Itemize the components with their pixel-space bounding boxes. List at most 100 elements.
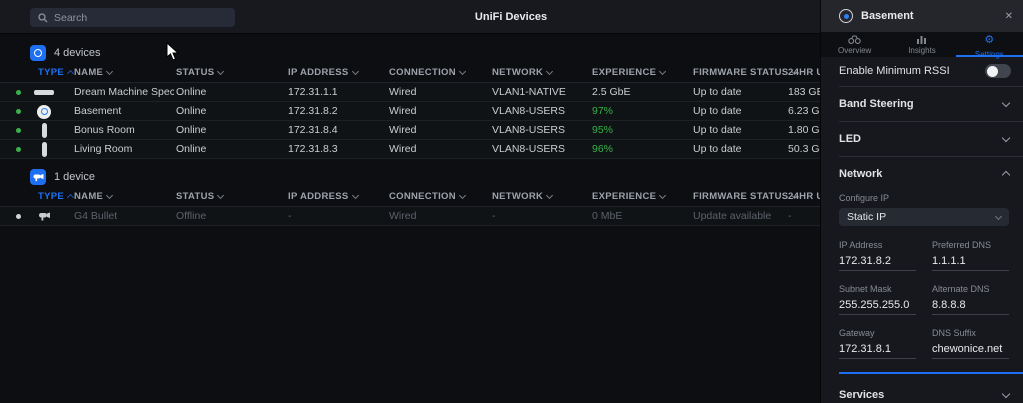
device-type-icon (32, 140, 56, 159)
band-steering-label: Band Steering (839, 98, 914, 110)
tab-label: Overview (837, 45, 872, 55)
gear-icon: ⚙ (984, 34, 995, 46)
chevron-down-icon (659, 67, 667, 76)
device-connection: Wired (389, 105, 417, 117)
tab-overview[interactable]: Overview (821, 32, 888, 57)
divider (839, 121, 1023, 122)
field-subnet-mask: Subnet Mask 255.255.255.0 (839, 284, 916, 315)
device-connection: Wired (389, 124, 417, 136)
search-input[interactable]: Search (30, 8, 235, 27)
device-network: VLAN8-USERS (492, 143, 565, 155)
chevron-down-icon (106, 67, 114, 76)
chevron-down-icon (106, 191, 114, 200)
column-header-ip-address[interactable]: IP ADDRESS (288, 67, 359, 78)
configure-ip-label: Configure IP (839, 193, 890, 203)
section-band-steering[interactable]: Band Steering (821, 87, 1023, 121)
device-status: Online (176, 86, 207, 98)
bar-chart-icon (916, 35, 927, 44)
device-ip: 172.31.8.4 (288, 124, 338, 136)
column-header-connection[interactable]: CONNECTION (389, 67, 466, 78)
sort-asc-icon (66, 69, 75, 78)
column-header-type[interactable]: TYPE (38, 67, 75, 78)
network-section-body: Configure IP Static IP IP Address 172.31.… (821, 191, 1023, 359)
device-ip: 172.31.8.2 (288, 105, 338, 117)
field-value[interactable]: 1.1.1.1 (932, 255, 1009, 271)
column-header-experience[interactable]: EXPERIENCE (592, 67, 667, 78)
column-header-status[interactable]: STATUS (176, 191, 225, 202)
field-alternate-dns: Alternate DNS 8.8.8.8 (932, 284, 1009, 315)
column-header-ip-address[interactable]: IP ADDRESS (288, 191, 359, 202)
device-status: Online (176, 105, 207, 117)
column-header-firmware-status[interactable]: FIRMWARE STATUS (693, 67, 799, 78)
column-header-24hr-usage[interactable]: 24HR USAGE (788, 67, 820, 78)
device-connection: Wired (389, 86, 417, 98)
device-experience: 95% (592, 124, 614, 136)
chevron-down-icon (458, 67, 466, 76)
column-header-type[interactable]: TYPE (38, 191, 75, 202)
device-name: Dream Machine Special E... (74, 86, 174, 98)
field-label: Alternate DNS (932, 284, 990, 294)
column-header-status[interactable]: STATUS (176, 67, 225, 78)
device-type-icon (32, 102, 56, 121)
device-experience: 97% (592, 105, 614, 117)
chevron-up-icon (1001, 170, 1011, 180)
device-firmware-status: Up to date (693, 124, 742, 136)
field-label: IP Address (839, 240, 883, 250)
field-value[interactable]: 8.8.8.8 (932, 299, 1009, 315)
status-dot (16, 207, 26, 226)
section-network[interactable]: Network (821, 157, 1023, 191)
column-header-24hr-usage[interactable]: 24HR USAGE (788, 191, 820, 202)
services-label: Services (839, 389, 885, 401)
device-24hr-usage: 1.80 GB (788, 124, 820, 136)
column-header-network[interactable]: NETWORK (492, 67, 554, 78)
field-value[interactable]: 172.31.8.2 (839, 255, 916, 271)
panel-header: Basement ✕ (821, 0, 1023, 32)
section-led[interactable]: LED (821, 122, 1023, 156)
device-type-icon (32, 83, 56, 102)
device-name: G4 Bullet (74, 210, 118, 222)
configure-ip-select[interactable]: Static IP (839, 208, 1009, 226)
status-dot (16, 102, 26, 121)
field-value[interactable]: chewonice.net (932, 343, 1009, 359)
field-value[interactable]: 172.31.8.1 (839, 343, 916, 359)
device-row-g4-bullet[interactable]: G4 Bullet Offline - Wired - 0 MbE Update avail… (0, 207, 820, 226)
device-network: VLAN1-NATIVE (492, 86, 566, 98)
column-header-experience[interactable]: EXPERIENCE (592, 191, 667, 202)
min-rssi-row: Enable Minimum RSSI (821, 57, 1023, 86)
column-header-firmware-status[interactable]: FIRMWARE STATUS (693, 191, 799, 202)
tab-settings[interactable]: ⚙ Settings (955, 32, 1023, 59)
devices-page: Search UniFi Devices 4 devices TYPE NAME ST… (0, 0, 820, 226)
binoculars-icon (848, 34, 861, 44)
field-gateway: Gateway 172.31.8.1 (839, 328, 916, 359)
tab-label: Insights (908, 45, 936, 55)
device-count-label: 1 device (54, 171, 95, 183)
page-title: UniFi Devices (474, 11, 548, 23)
device-row-living-room[interactable]: Living Room Online 172.31.8.3 Wired VLAN8-US… (0, 140, 820, 159)
top-bar: Search UniFi Devices (0, 0, 820, 34)
device-row-basement[interactable]: Basement Online 172.31.8.2 Wired VLAN8-USERS… (0, 102, 820, 121)
access-point-icon (839, 9, 853, 23)
column-header-name[interactable]: NAME (74, 67, 114, 78)
tab-insights[interactable]: Insights (888, 32, 955, 57)
chevron-down-icon (1001, 133, 1011, 143)
column-header-network[interactable]: NETWORK (492, 191, 554, 202)
section-services[interactable]: Services (821, 378, 1023, 403)
device-status: Online (176, 124, 207, 136)
close-icon[interactable]: ✕ (1004, 10, 1013, 22)
column-header-name[interactable]: NAME (74, 191, 114, 202)
status-dot (16, 83, 26, 102)
column-header-connection[interactable]: CONNECTION (389, 191, 466, 202)
min-rssi-toggle[interactable] (985, 64, 1011, 78)
field-value[interactable]: 255.255.255.0 (839, 299, 916, 315)
chevron-down-icon (217, 67, 225, 76)
device-row-dream-machine-special-e-[interactable]: Dream Machine Special E...Online 172.31.1… (0, 83, 820, 102)
search-icon (38, 12, 48, 22)
device-row-bonus-room[interactable]: Bonus Room Online 172.31.8.4 Wired VLAN8-USE… (0, 121, 820, 140)
panel-tabs: Overview Insights ⚙ Settings (821, 32, 1023, 59)
table-header-row: TYPE NAME STATUS IP ADDRESS CONNECTION NETWOR… (0, 190, 820, 207)
device-experience: 0 MbE (592, 210, 623, 222)
device-ip: 172.31.1.1 (288, 86, 338, 98)
panel-device-title: Basement (861, 10, 914, 22)
panel-settings-body: Enable Minimum RSSI Band Steering LED Ne… (821, 57, 1023, 403)
